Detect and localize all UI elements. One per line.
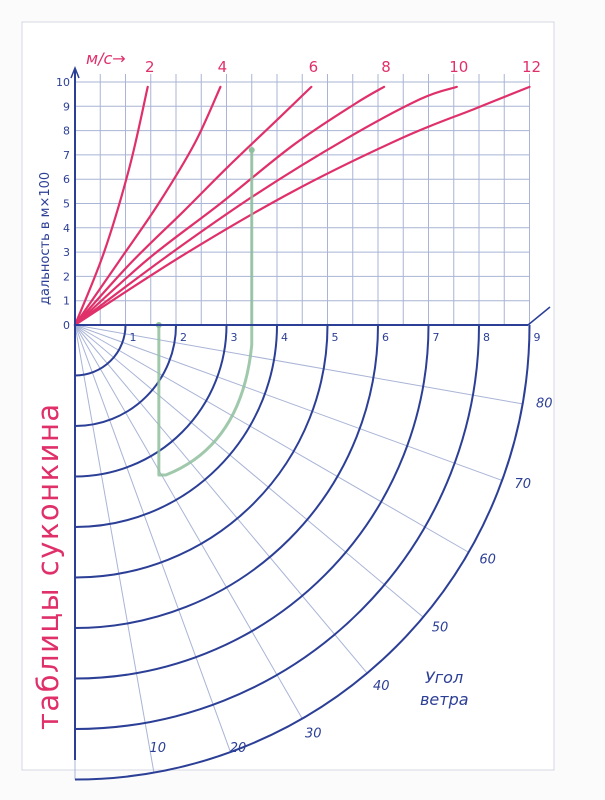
y-tick-label: 1 [63, 295, 70, 308]
speed-curve-8 [73, 85, 386, 327]
speed-curve-label: 12 [522, 58, 541, 76]
angle-spoke [74, 324, 424, 618]
speed-arc [74, 324, 531, 781]
x-tick-label: 3 [231, 331, 238, 344]
x-tick-label: 4 [281, 331, 288, 344]
labels: м/с→ дальность в м×100 таблицы суконкина… [31, 49, 469, 730]
speed-arc [74, 324, 127, 377]
y-tick-label: 7 [63, 149, 70, 162]
angle-spoke [74, 324, 155, 773]
speed-arc [74, 324, 480, 730]
x-tick-label: 5 [332, 331, 339, 344]
angle-spoke [74, 324, 231, 753]
speed-curve-label: 6 [309, 58, 319, 76]
range-axis-label: дальность в м×100 [38, 172, 53, 305]
x-tick-label: 2 [180, 331, 187, 344]
speed-curve-6 [73, 85, 313, 327]
x-tick-label: 7 [433, 331, 440, 344]
y-tick-label: 8 [63, 125, 70, 138]
x-tick-label: 8 [483, 331, 490, 344]
angle-tick-label: 20 [230, 741, 247, 756]
polar-wind-diagram [74, 324, 531, 781]
angle-spoke [74, 324, 303, 719]
speed-unit-label: м/с→ [86, 49, 126, 68]
speed-curve-4 [73, 85, 222, 327]
angle-tick-label: 60 [479, 552, 496, 567]
speed-arc [74, 324, 430, 680]
angle-tick-label: 30 [305, 727, 322, 742]
angle-spoke [74, 324, 469, 553]
speed-curves: 2 4 6 8 10 12 [73, 58, 541, 327]
speed-curve-label: 4 [218, 58, 228, 76]
x-tick-label: 1 [130, 331, 137, 344]
y-tick-label: 9 [63, 100, 70, 113]
speed-curve-label: 10 [449, 58, 468, 76]
y-tick-label: 2 [63, 270, 70, 283]
angle-tick-label: 40 [373, 679, 390, 694]
speed-arc [74, 324, 177, 427]
angle-tick-label: 50 [432, 620, 449, 635]
angle-tick-label: 10 [149, 741, 166, 756]
arrow-up [70, 65, 80, 79]
example-start-dot [248, 147, 255, 154]
speed-curve-12 [73, 85, 531, 327]
x-tick-label: 9 [534, 331, 541, 344]
y-tick-label: 5 [63, 198, 70, 211]
axis-extension [527, 306, 551, 326]
angle-spoke [74, 324, 368, 674]
angle-tick-label: 80 [536, 397, 553, 412]
page-title: таблицы суконкина [31, 402, 65, 730]
speed-arc [74, 324, 228, 478]
angle-label-line1: Угол [425, 668, 463, 687]
axes: 0 1 2 3 4 5 6 7 8 9 10 1 2 3 4 5 6 7 8 9 10 20 30 40 50 60 70 80 [56, 65, 553, 760]
speed-arc [74, 324, 278, 528]
speed-curve-10 [73, 85, 458, 327]
angle-label-line2: ветра [420, 690, 469, 709]
x-tick-label: 6 [382, 331, 389, 344]
speed-curve-label: 2 [145, 58, 155, 76]
y-tick-label: 3 [63, 246, 70, 259]
speed-curve-2 [73, 85, 149, 327]
y-tick-label: 10 [56, 76, 70, 89]
angle-spoke [74, 324, 503, 481]
y-tick-label: 4 [63, 222, 70, 235]
speed-arc [74, 324, 379, 629]
angle-spoke [74, 324, 523, 405]
card-edge [21, 21, 555, 771]
speed-curve-label: 8 [381, 58, 391, 76]
y-tick-label: 6 [63, 173, 70, 186]
angle-tick-label: 70 [514, 477, 531, 492]
speed-arc [74, 324, 329, 579]
y-tick-label: 0 [63, 319, 70, 332]
example-trace [157, 148, 254, 477]
